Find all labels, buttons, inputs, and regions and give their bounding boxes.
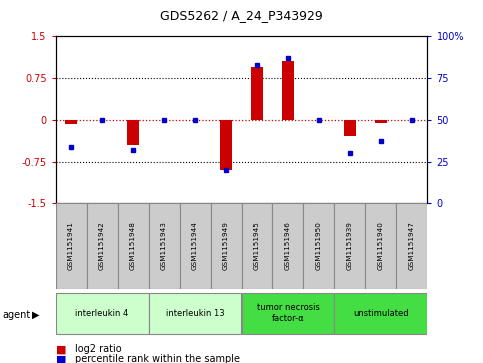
Text: GSM1151948: GSM1151948 [130, 221, 136, 270]
Bar [211, 203, 242, 289]
Text: GSM1151943: GSM1151943 [161, 221, 167, 270]
Text: ■: ■ [56, 344, 66, 354]
Bar [334, 293, 427, 334]
Bar [334, 203, 366, 289]
Text: ■: ■ [56, 354, 66, 363]
Bar [242, 293, 334, 334]
Text: GDS5262 / A_24_P343929: GDS5262 / A_24_P343929 [160, 9, 323, 22]
Bar [56, 293, 149, 334]
Bar [149, 293, 242, 334]
Text: tumor necrosis
factor-α: tumor necrosis factor-α [256, 303, 319, 323]
Text: ▶: ▶ [31, 310, 39, 320]
Text: GSM1151947: GSM1151947 [409, 221, 415, 270]
Bar [397, 203, 427, 289]
Bar [251, 67, 263, 120]
Text: agent: agent [2, 310, 30, 320]
Bar [272, 203, 303, 289]
Bar [56, 203, 86, 289]
Text: log2 ratio: log2 ratio [75, 344, 122, 354]
Text: GSM1151941: GSM1151941 [68, 221, 74, 270]
Bar [366, 203, 397, 289]
Text: percentile rank within the sample: percentile rank within the sample [75, 354, 240, 363]
Bar [375, 120, 387, 123]
Bar [344, 120, 356, 136]
Text: GSM1151945: GSM1151945 [254, 221, 260, 270]
Bar [86, 203, 117, 289]
Text: interleukin 4: interleukin 4 [75, 309, 128, 318]
Text: GSM1151939: GSM1151939 [347, 221, 353, 270]
Text: interleukin 13: interleukin 13 [166, 309, 224, 318]
Text: GSM1151950: GSM1151950 [316, 221, 322, 270]
Bar [149, 203, 180, 289]
Bar [117, 203, 149, 289]
Text: GSM1151946: GSM1151946 [285, 221, 291, 270]
Text: unstimulated: unstimulated [353, 309, 409, 318]
Text: GSM1151944: GSM1151944 [192, 221, 198, 270]
Bar [65, 120, 77, 124]
Bar [303, 203, 334, 289]
Bar [242, 203, 272, 289]
Bar [220, 120, 232, 170]
Text: GSM1151940: GSM1151940 [378, 221, 384, 270]
Text: GSM1151942: GSM1151942 [99, 221, 105, 270]
Bar [180, 203, 211, 289]
Bar [127, 120, 139, 145]
Bar [282, 61, 294, 120]
Text: GSM1151949: GSM1151949 [223, 221, 229, 270]
